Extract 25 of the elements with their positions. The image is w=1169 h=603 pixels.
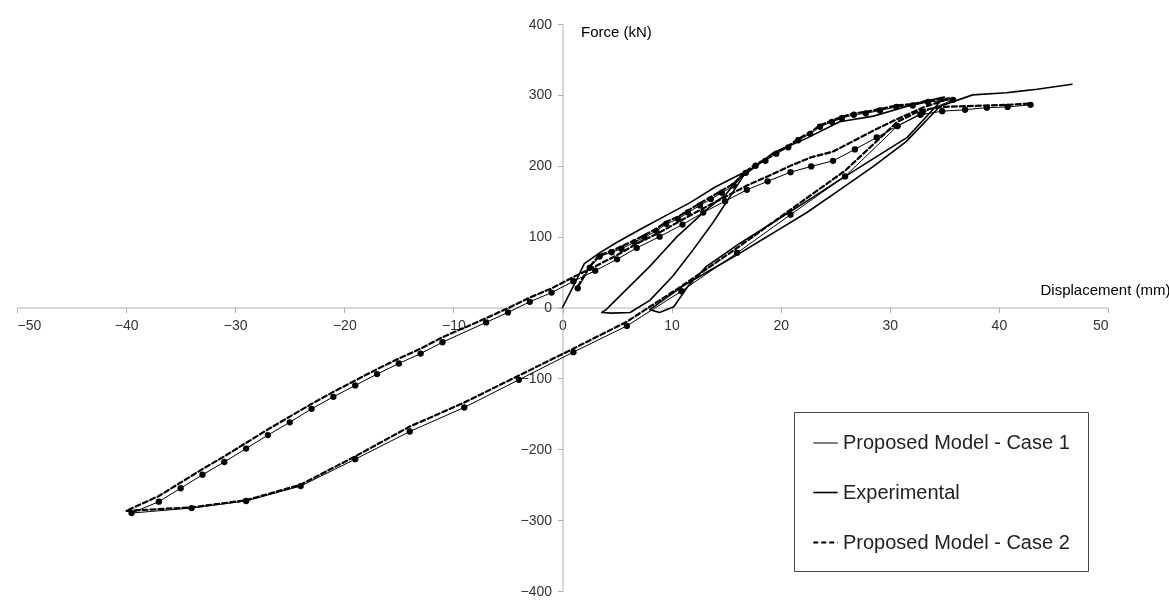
y-tick-label: 300 bbox=[528, 86, 553, 103]
x-tick-label: −50 bbox=[17, 317, 42, 333]
y-tick-label: 400 bbox=[528, 15, 553, 32]
legend-label: Experimental bbox=[843, 480, 960, 503]
legend-label: Proposed Model - Case 2 bbox=[843, 530, 1070, 553]
y-tick-label: 0 bbox=[544, 299, 553, 315]
x-tick-label: 0 bbox=[559, 317, 568, 333]
x-tick-label: −20 bbox=[332, 317, 357, 333]
x-tick-label: −40 bbox=[114, 317, 139, 333]
y-tick-label: −300 bbox=[520, 511, 553, 528]
y-tick-label: −400 bbox=[520, 582, 553, 599]
y-tick-label: 100 bbox=[528, 228, 553, 245]
y-tick-label: 200 bbox=[528, 157, 553, 174]
y-tick-label: −100 bbox=[520, 369, 553, 386]
legend-label: Proposed Model - Case 1 bbox=[843, 431, 1070, 453]
x-tick-label: 20 bbox=[773, 317, 790, 333]
x-tick-label: 50 bbox=[1092, 317, 1109, 333]
x-tick-label: 10 bbox=[664, 317, 681, 333]
y-tick-label: −200 bbox=[520, 440, 553, 457]
x-tick-label: −10 bbox=[442, 317, 466, 333]
x-axis-title: Displacement (mm) bbox=[1040, 281, 1169, 298]
y-axis-title: Force (kN) bbox=[581, 22, 652, 40]
x-tick-label: 40 bbox=[991, 317, 1008, 333]
x-tick-label: −30 bbox=[223, 317, 248, 333]
x-tick-label: 30 bbox=[882, 317, 899, 333]
